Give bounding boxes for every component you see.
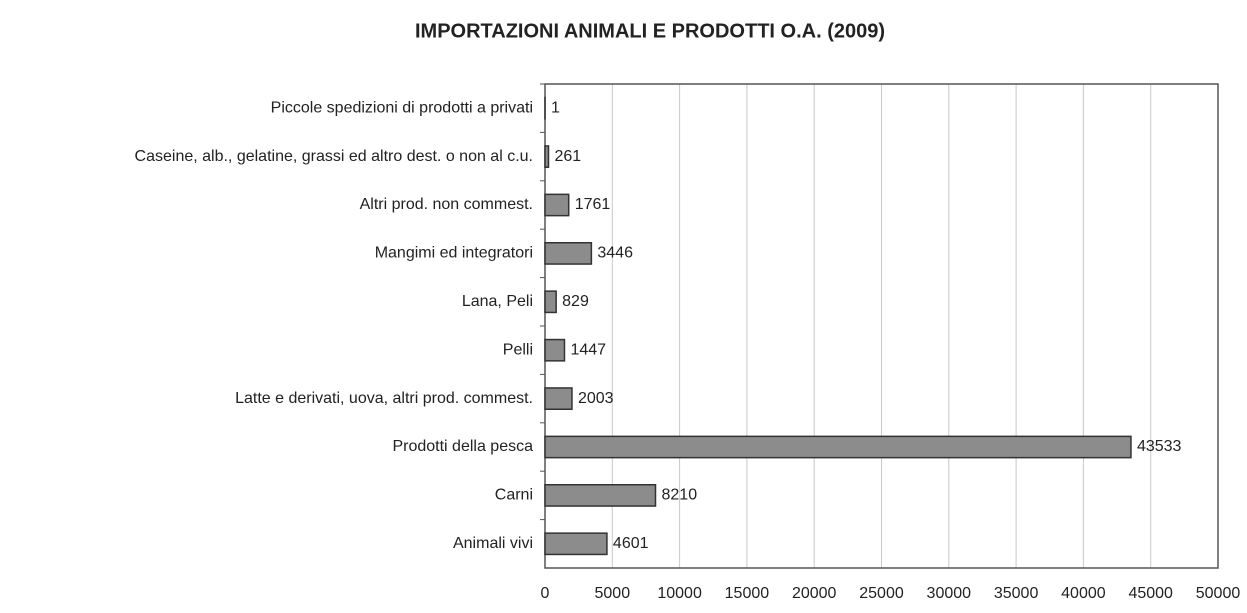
x-tick-label: 20000 (792, 585, 837, 602)
x-tick-label: 40000 (1061, 585, 1106, 602)
data-label: 1761 (575, 196, 611, 213)
data-label: 4601 (613, 535, 649, 552)
y-tick-label: Altri prod. non commest. (360, 196, 533, 213)
data-label: 3446 (597, 245, 633, 262)
bar (545, 533, 607, 554)
bar (545, 194, 569, 215)
chart-title: IMPORTAZIONI ANIMALI E PRODOTTI O.A. (20… (415, 20, 885, 42)
x-tick-label: 45000 (1128, 585, 1173, 602)
bar (545, 243, 591, 264)
x-tick-label: 15000 (725, 585, 770, 602)
y-tick-label: Latte e derivati, uova, altri prod. comm… (235, 390, 533, 407)
x-tick-label: 0 (541, 585, 550, 602)
y-tick-label: Piccole spedizioni di prodotti a privati (271, 99, 533, 116)
bar (545, 388, 572, 409)
y-tick-label: Lana, Peli (462, 293, 533, 310)
data-label: 1 (551, 99, 560, 116)
data-label: 261 (555, 148, 582, 165)
bar (545, 485, 656, 506)
y-tick-label: Mangimi ed integratori (375, 245, 533, 262)
bar (545, 291, 556, 312)
y-tick-label: Caseine, alb., gelatine, grassi ed altro… (135, 148, 533, 165)
x-tick-label: 50000 (1196, 585, 1241, 602)
x-tick-label: 35000 (994, 585, 1039, 602)
y-tick-label: Carni (495, 487, 533, 504)
bar (545, 146, 549, 167)
data-label: 8210 (662, 487, 698, 504)
x-tick-label: 30000 (927, 585, 972, 602)
data-label: 1447 (570, 341, 606, 358)
data-label: 43533 (1137, 438, 1182, 455)
y-tick-label: Prodotti della pesca (392, 438, 533, 455)
y-tick-label: Pelli (503, 341, 533, 358)
data-label: 2003 (578, 390, 614, 407)
bar (545, 340, 564, 361)
x-tick-label: 5000 (595, 585, 631, 602)
x-tick-label: 25000 (859, 585, 904, 602)
bar (545, 436, 1131, 457)
data-label: 829 (562, 293, 589, 310)
y-tick-label: Animali vivi (453, 535, 533, 552)
x-tick-label: 10000 (657, 585, 702, 602)
